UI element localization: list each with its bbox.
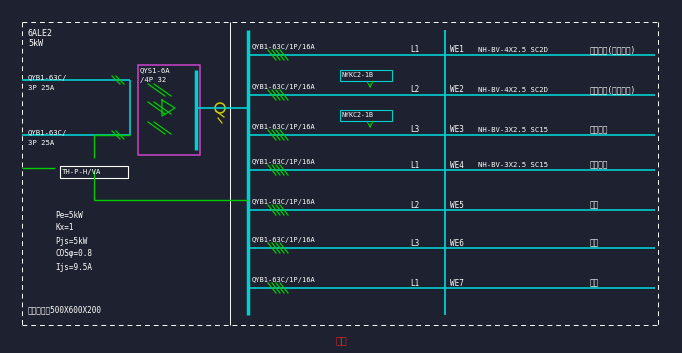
- Text: QYB1-63C/1P/16A: QYB1-63C/1P/16A: [252, 159, 316, 165]
- Text: QYB1-63C/1P/16A: QYB1-63C/1P/16A: [252, 44, 316, 50]
- Text: Pe=5kW: Pe=5kW: [55, 210, 83, 220]
- Text: WE6: WE6: [450, 239, 464, 247]
- Text: NYKC2-1B: NYKC2-1B: [342, 72, 374, 78]
- Bar: [340, 70, 392, 81]
- Text: QYB1-63C/: QYB1-63C/: [28, 75, 68, 81]
- Text: 应急照明(消防控制): 应急照明(消防控制): [590, 85, 636, 95]
- Text: L2: L2: [410, 85, 419, 95]
- Text: L1: L1: [410, 161, 419, 169]
- Text: 5kW: 5kW: [28, 40, 43, 48]
- Text: 备用: 备用: [590, 239, 599, 247]
- Text: TH-P-H/VA: TH-P-H/VA: [62, 169, 102, 175]
- Text: QYB1-63C/1P/16A: QYB1-63C/1P/16A: [252, 84, 316, 90]
- Text: WE4: WE4: [450, 161, 464, 169]
- Text: COSφ=0.8: COSφ=0.8: [55, 250, 92, 258]
- Text: Pjs=5kW: Pjs=5kW: [55, 237, 87, 245]
- Text: Kx=1: Kx=1: [55, 223, 74, 233]
- Text: 备用: 备用: [590, 279, 599, 287]
- Text: Ijs=9.5A: Ijs=9.5A: [55, 263, 92, 271]
- Text: 6ALE2: 6ALE2: [28, 30, 53, 38]
- Text: WE5: WE5: [450, 201, 464, 209]
- Text: WE7: WE7: [450, 279, 464, 287]
- Text: NYKC2-1B: NYKC2-1B: [342, 112, 374, 118]
- Text: 3P 25A: 3P 25A: [28, 140, 55, 146]
- Text: 疏散照明: 疏散照明: [590, 126, 608, 134]
- Text: NH-BV-4X2.5 SC2D: NH-BV-4X2.5 SC2D: [478, 87, 548, 93]
- Text: 应急照明(消防控制): 应急照明(消防控制): [590, 46, 636, 54]
- Bar: [340, 110, 392, 121]
- Text: WE1: WE1: [450, 46, 464, 54]
- Text: /4P 32: /4P 32: [140, 77, 166, 83]
- Text: NH-BV-3X2.5 SC15: NH-BV-3X2.5 SC15: [478, 162, 548, 168]
- Text: L2: L2: [410, 201, 419, 209]
- Bar: [138, 65, 200, 155]
- Bar: [60, 166, 128, 178]
- Text: L1: L1: [410, 46, 419, 54]
- Text: QYB1-63C/: QYB1-63C/: [28, 130, 68, 136]
- Text: NH-BV-3X2.5 SC15: NH-BV-3X2.5 SC15: [478, 127, 548, 133]
- Text: 三版: 三版: [335, 335, 347, 345]
- Text: QYS1-6A: QYS1-6A: [140, 67, 170, 73]
- Text: L3: L3: [410, 239, 419, 247]
- Text: L1: L1: [410, 279, 419, 287]
- Text: WE2: WE2: [450, 85, 464, 95]
- Text: QYB1-63C/1P/16A: QYB1-63C/1P/16A: [252, 237, 316, 243]
- Text: 疏散照明: 疏散照明: [590, 161, 608, 169]
- Text: QYB1-63C/1P/16A: QYB1-63C/1P/16A: [252, 199, 316, 205]
- Text: 参考尺寸：500X600X200: 参考尺寸：500X600X200: [28, 305, 102, 315]
- Text: QYB1-63C/1P/16A: QYB1-63C/1P/16A: [252, 277, 316, 283]
- Text: L3: L3: [410, 126, 419, 134]
- Text: 3P 25A: 3P 25A: [28, 85, 55, 91]
- Text: NH-BV-4X2.5 SC2D: NH-BV-4X2.5 SC2D: [478, 47, 548, 53]
- Text: WE3: WE3: [450, 126, 464, 134]
- Text: QYB1-63C/1P/16A: QYB1-63C/1P/16A: [252, 124, 316, 130]
- Text: 备用: 备用: [590, 201, 599, 209]
